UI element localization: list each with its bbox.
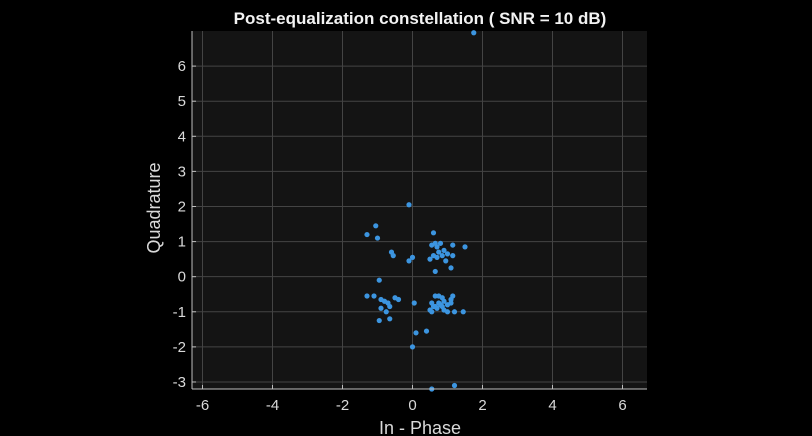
plot-area xyxy=(192,31,647,389)
y-tick-label: 0 xyxy=(178,269,186,286)
data-point xyxy=(411,300,417,306)
axis-ticks xyxy=(192,65,623,389)
data-point xyxy=(406,202,412,208)
data-point xyxy=(437,240,444,246)
data-point xyxy=(423,328,430,334)
x-axis-label: In - Phase xyxy=(379,418,461,436)
y-tick-label: 4 xyxy=(178,128,186,145)
x-tick-label: 2 xyxy=(478,397,486,414)
chart-title: Post-equalization constellation ( SNR = … xyxy=(234,9,607,28)
data-point xyxy=(450,242,456,248)
data-point xyxy=(451,382,458,389)
data-point xyxy=(450,293,456,299)
data-point xyxy=(451,309,458,315)
data-point xyxy=(427,256,433,262)
data-point xyxy=(441,298,447,304)
y-tick-label: 2 xyxy=(178,198,186,215)
grid xyxy=(192,31,647,389)
y-tick-label: 1 xyxy=(178,234,186,251)
data-point xyxy=(450,253,456,259)
data-point xyxy=(448,300,454,306)
data-point xyxy=(387,316,393,322)
data-point xyxy=(462,244,468,250)
data-point xyxy=(439,253,445,259)
data-point xyxy=(378,305,384,311)
data-point xyxy=(376,317,382,324)
data-point xyxy=(434,254,440,260)
x-tick-label: -2 xyxy=(336,397,349,414)
y-tick-label: 3 xyxy=(178,163,186,180)
data-point xyxy=(373,223,379,229)
data-point xyxy=(364,231,370,238)
data-points xyxy=(364,30,477,392)
data-point xyxy=(376,277,382,283)
y-tick-label: 5 xyxy=(178,93,186,110)
data-point xyxy=(395,296,402,303)
data-point xyxy=(374,235,381,241)
data-point xyxy=(436,249,442,255)
x-tick-label: 0 xyxy=(408,397,416,414)
y-tick-label: -2 xyxy=(173,339,186,356)
data-point xyxy=(429,242,435,248)
data-point xyxy=(434,244,440,250)
data-point xyxy=(409,344,416,350)
tick-labels: -6 -4 -2 0 2 4 6 -3 -2 -1 0 1 2 3 4 5 6 xyxy=(173,58,627,414)
data-point xyxy=(444,309,451,315)
y-tick-label: -1 xyxy=(173,304,186,321)
data-point xyxy=(387,303,393,310)
data-point xyxy=(441,247,447,253)
x-tick-label: -4 xyxy=(266,397,279,414)
data-point xyxy=(444,251,451,257)
y-tick-label: 6 xyxy=(178,58,186,75)
data-point xyxy=(471,30,477,36)
data-point xyxy=(432,303,438,310)
data-point xyxy=(436,300,442,306)
data-point xyxy=(406,258,412,264)
x-tick-label: -6 xyxy=(196,397,209,414)
y-tick-label: -3 xyxy=(173,374,186,391)
data-point xyxy=(364,293,370,299)
data-point xyxy=(409,254,416,260)
x-tick-label: 4 xyxy=(548,397,556,414)
data-point xyxy=(432,268,438,275)
data-point xyxy=(383,309,389,315)
data-point xyxy=(460,309,466,315)
data-point xyxy=(448,265,454,271)
data-point xyxy=(371,293,377,299)
x-tick-label: 6 xyxy=(618,397,626,414)
data-point xyxy=(430,230,437,236)
data-point xyxy=(388,249,395,255)
data-point xyxy=(413,330,419,336)
data-point xyxy=(429,309,435,315)
y-axis-label: Quadrature xyxy=(144,162,164,253)
data-point xyxy=(443,258,449,264)
